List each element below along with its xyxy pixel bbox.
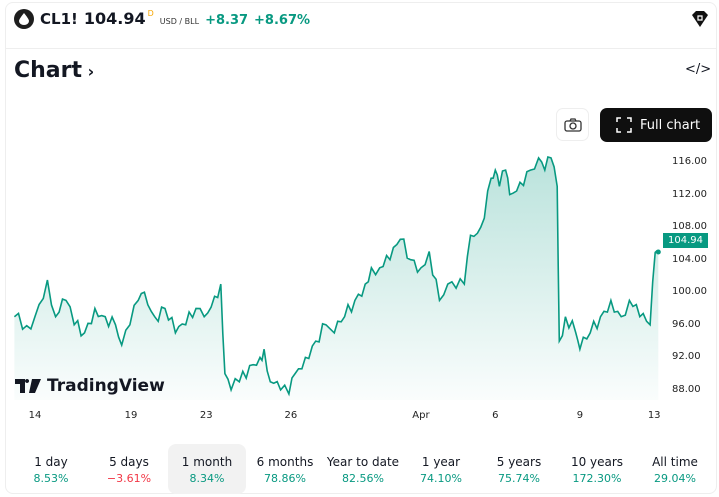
x-tick-label: 9: [576, 410, 584, 421]
currency: USD / BLL: [159, 17, 200, 26]
period-change: 75.74%: [498, 472, 540, 485]
y-tick-label: 112.00: [672, 188, 707, 200]
oil-drop-icon: [14, 9, 34, 29]
period-change: 8.34%: [189, 472, 225, 485]
x-tick-label: 19: [124, 410, 138, 421]
brand-text: TradingView: [47, 376, 165, 396]
snapshot-button[interactable]: [556, 108, 589, 141]
tv-logo-icon: [15, 379, 41, 393]
period-change: 172.30%: [572, 472, 622, 485]
full-chart-label: Full chart: [640, 117, 701, 133]
y-tick-label: 96.00: [672, 318, 701, 330]
tradingview-logo[interactable]: TradingView: [15, 376, 165, 396]
price-line: [13, 155, 659, 397]
price: 104.94: [83, 9, 146, 28]
page-title[interactable]: Chart ›: [14, 58, 94, 83]
full-chart-button[interactable]: Full chart: [600, 108, 712, 142]
divider: [5, 48, 717, 49]
fullscreen-icon: [616, 117, 632, 133]
period-change: 29.04%: [654, 472, 696, 485]
period-label: 5 years: [496, 455, 542, 469]
symbol[interactable]: CL1!: [40, 10, 78, 28]
y-tick-label: 100.00: [672, 286, 707, 298]
period-change: 74.10%: [420, 472, 462, 485]
period-tab[interactable]: 5 days −3.61%: [90, 444, 168, 494]
period-tab[interactable]: 1 day 8.53%: [12, 444, 90, 494]
embed-code-icon[interactable]: </>: [685, 62, 712, 77]
period-tab[interactable]: All time 29.04%: [636, 444, 714, 494]
period-label: 1 month: [181, 455, 233, 469]
period-label: 10 years: [570, 455, 624, 469]
period-label: All time: [652, 455, 698, 469]
period-selector: 1 day 8.53% 5 days −3.61% 1 month 8.34% 6 mont…: [12, 444, 714, 494]
camera-icon: [563, 117, 582, 132]
y-tick-label: 108.00: [672, 221, 707, 233]
x-tick-label: 6: [492, 410, 499, 421]
chevron-right-icon: ›: [82, 62, 95, 81]
period-change: 8.53%: [33, 472, 69, 485]
period-label: 6 months: [256, 455, 314, 469]
period-tab[interactable]: 1 year 74.10%: [402, 444, 480, 494]
last-price-dot: [655, 249, 661, 255]
period-tab[interactable]: 10 years 172.30%: [558, 444, 636, 494]
symbol-header: CL1! 104.94 D USD / BLL +8.37 +8.67%: [14, 9, 310, 29]
period-change: 82.56%: [342, 472, 384, 485]
period-tab[interactable]: 1 month 8.34%: [168, 444, 246, 494]
title-text: Chart: [14, 58, 83, 83]
y-tick-label: 88.00: [672, 383, 701, 395]
y-tick-label: 92.00: [672, 351, 701, 363]
price-flag: D: [147, 9, 154, 18]
price-chart[interactable]: [0, 145, 665, 405]
change: +8.37: [205, 13, 249, 28]
period-tab[interactable]: Year to date 82.56%: [324, 444, 402, 494]
price-area: [14, 157, 659, 400]
y-tick-label: 116.00: [672, 156, 707, 167]
chart-card: [5, 2, 717, 494]
x-tick-label: Apr: [412, 410, 430, 421]
y-tick-label: 104.00: [672, 253, 707, 265]
x-tick-label: 14: [28, 410, 42, 421]
period-label: 5 days: [109, 455, 149, 469]
period-tab[interactable]: 5 years 75.74%: [480, 444, 558, 494]
period-tab[interactable]: 6 months 78.86%: [246, 444, 324, 494]
period-change: −3.61%: [106, 472, 152, 485]
period-label: 1 year: [421, 455, 461, 469]
tradingview-gem-icon[interactable]: [690, 10, 710, 28]
period-change: 78.86%: [264, 472, 306, 485]
x-tick-label: 13: [647, 410, 661, 421]
period-label: 1 day: [34, 455, 68, 469]
last-price-badge: 104.94: [663, 233, 708, 248]
x-tick-label: 23: [199, 410, 213, 421]
x-tick-label: 26: [284, 410, 298, 421]
period-label: Year to date: [326, 455, 400, 469]
change-pct: +8.67%: [254, 13, 311, 28]
